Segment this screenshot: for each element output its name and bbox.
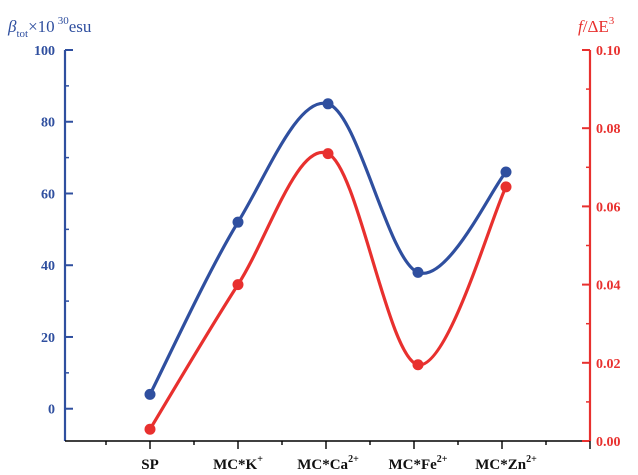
left-axis-unit: esu bbox=[69, 17, 92, 36]
right-tick-label: 0.02 bbox=[596, 357, 621, 372]
axes-layer bbox=[63, 49, 592, 449]
data-point-1 bbox=[232, 279, 244, 291]
right-tick-label: 0.00 bbox=[596, 435, 621, 450]
right-axis-exponent: 3 bbox=[609, 15, 615, 27]
left-axis-subscript: tot bbox=[16, 28, 28, 40]
left-axis-title: βtot×10 30esu bbox=[7, 15, 92, 40]
left-axis-exponent: 30 bbox=[58, 15, 70, 27]
right-tick-label: 0.06 bbox=[596, 200, 621, 215]
left-axis-times: ×10 bbox=[28, 17, 55, 36]
category-label: MC*K+ bbox=[213, 454, 263, 473]
right-tick-label: 0.08 bbox=[596, 122, 621, 137]
right-axis-title: f/ΔE3 bbox=[578, 15, 615, 36]
data-point-1 bbox=[500, 181, 512, 193]
series-layer bbox=[144, 98, 512, 435]
data-point-1 bbox=[144, 423, 156, 435]
left-axis-symbol: β bbox=[7, 17, 17, 36]
data-point-1 bbox=[412, 359, 424, 371]
right-tick-label: 0.10 bbox=[596, 44, 621, 59]
category-label: MC*Fe2+ bbox=[388, 454, 447, 473]
right-tick-label: 0.04 bbox=[596, 279, 621, 294]
data-point-0 bbox=[322, 98, 334, 110]
left-tick-label: 40 bbox=[41, 259, 55, 274]
data-point-0 bbox=[500, 166, 512, 178]
series-line-0 bbox=[148, 101, 508, 396]
left-tick-label: 0 bbox=[48, 403, 55, 418]
data-point-0 bbox=[412, 266, 424, 278]
data-point-0 bbox=[232, 216, 244, 228]
right-axis-italic: f bbox=[578, 17, 585, 36]
right-axis-rest: /ΔE bbox=[583, 17, 609, 36]
data-point-1 bbox=[322, 148, 334, 160]
category-label: MC*Zn2+ bbox=[475, 454, 537, 473]
series-line-1 bbox=[148, 150, 508, 431]
category-label: SP bbox=[141, 457, 159, 473]
data-point-0 bbox=[144, 388, 156, 400]
category-label: MC*Ca2+ bbox=[297, 454, 359, 473]
left-tick-label: 60 bbox=[41, 187, 55, 202]
labels-layer: 0 20 40 60 80 100 0.00 0.02 0.04 0.06 0.08 0.10 SP MC… bbox=[34, 44, 621, 473]
left-tick-label: 20 bbox=[41, 331, 55, 346]
left-tick-label: 80 bbox=[41, 116, 55, 131]
left-tick-label: 100 bbox=[34, 44, 55, 59]
